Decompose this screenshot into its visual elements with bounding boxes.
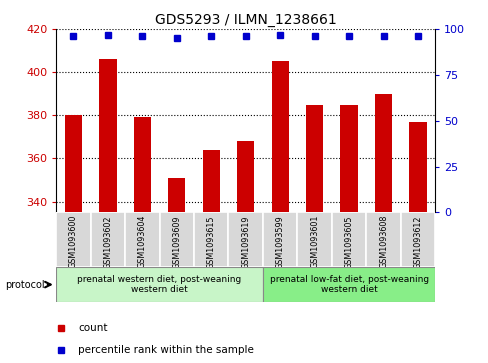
Text: count: count: [78, 323, 107, 333]
Bar: [125, 212, 159, 267]
Bar: [90, 212, 125, 267]
Bar: [400, 212, 434, 267]
Bar: [134, 118, 151, 212]
Bar: [374, 94, 391, 212]
Bar: [305, 105, 323, 212]
Text: GSM1093599: GSM1093599: [275, 215, 284, 269]
Bar: [271, 61, 288, 212]
Bar: [297, 212, 331, 267]
Bar: [202, 150, 220, 212]
Text: GSM1093619: GSM1093619: [241, 215, 250, 269]
Text: GSM1093600: GSM1093600: [69, 215, 78, 269]
Text: percentile rank within the sample: percentile rank within the sample: [78, 345, 253, 355]
Bar: [228, 212, 263, 267]
Text: GSM1093609: GSM1093609: [172, 215, 181, 269]
Bar: [263, 212, 297, 267]
Text: prenatal low-fat diet, post-weaning
western diet: prenatal low-fat diet, post-weaning west…: [269, 275, 428, 294]
Text: protocol: protocol: [5, 280, 44, 290]
Bar: [194, 212, 228, 267]
Text: GSM1093601: GSM1093601: [309, 215, 319, 269]
Bar: [56, 212, 90, 267]
Text: GSM1093608: GSM1093608: [378, 215, 387, 269]
Bar: [331, 212, 366, 267]
Text: GSM1093612: GSM1093612: [413, 215, 422, 269]
Bar: [340, 105, 357, 212]
Text: prenatal western diet, post-weaning
western diet: prenatal western diet, post-weaning west…: [77, 275, 241, 294]
Text: GSM1093615: GSM1093615: [206, 215, 215, 269]
Bar: [366, 212, 400, 267]
Bar: [159, 212, 194, 267]
Text: GSM1093604: GSM1093604: [138, 215, 146, 269]
Bar: [237, 141, 254, 212]
Bar: [99, 59, 116, 212]
Text: GSM1093605: GSM1093605: [344, 215, 353, 269]
Bar: [168, 178, 185, 212]
Bar: [65, 115, 82, 212]
Title: GDS5293 / ILMN_1238661: GDS5293 / ILMN_1238661: [155, 13, 336, 26]
Bar: [56, 267, 263, 302]
Bar: [408, 122, 426, 212]
Bar: [263, 267, 434, 302]
Text: GSM1093602: GSM1093602: [103, 215, 112, 269]
